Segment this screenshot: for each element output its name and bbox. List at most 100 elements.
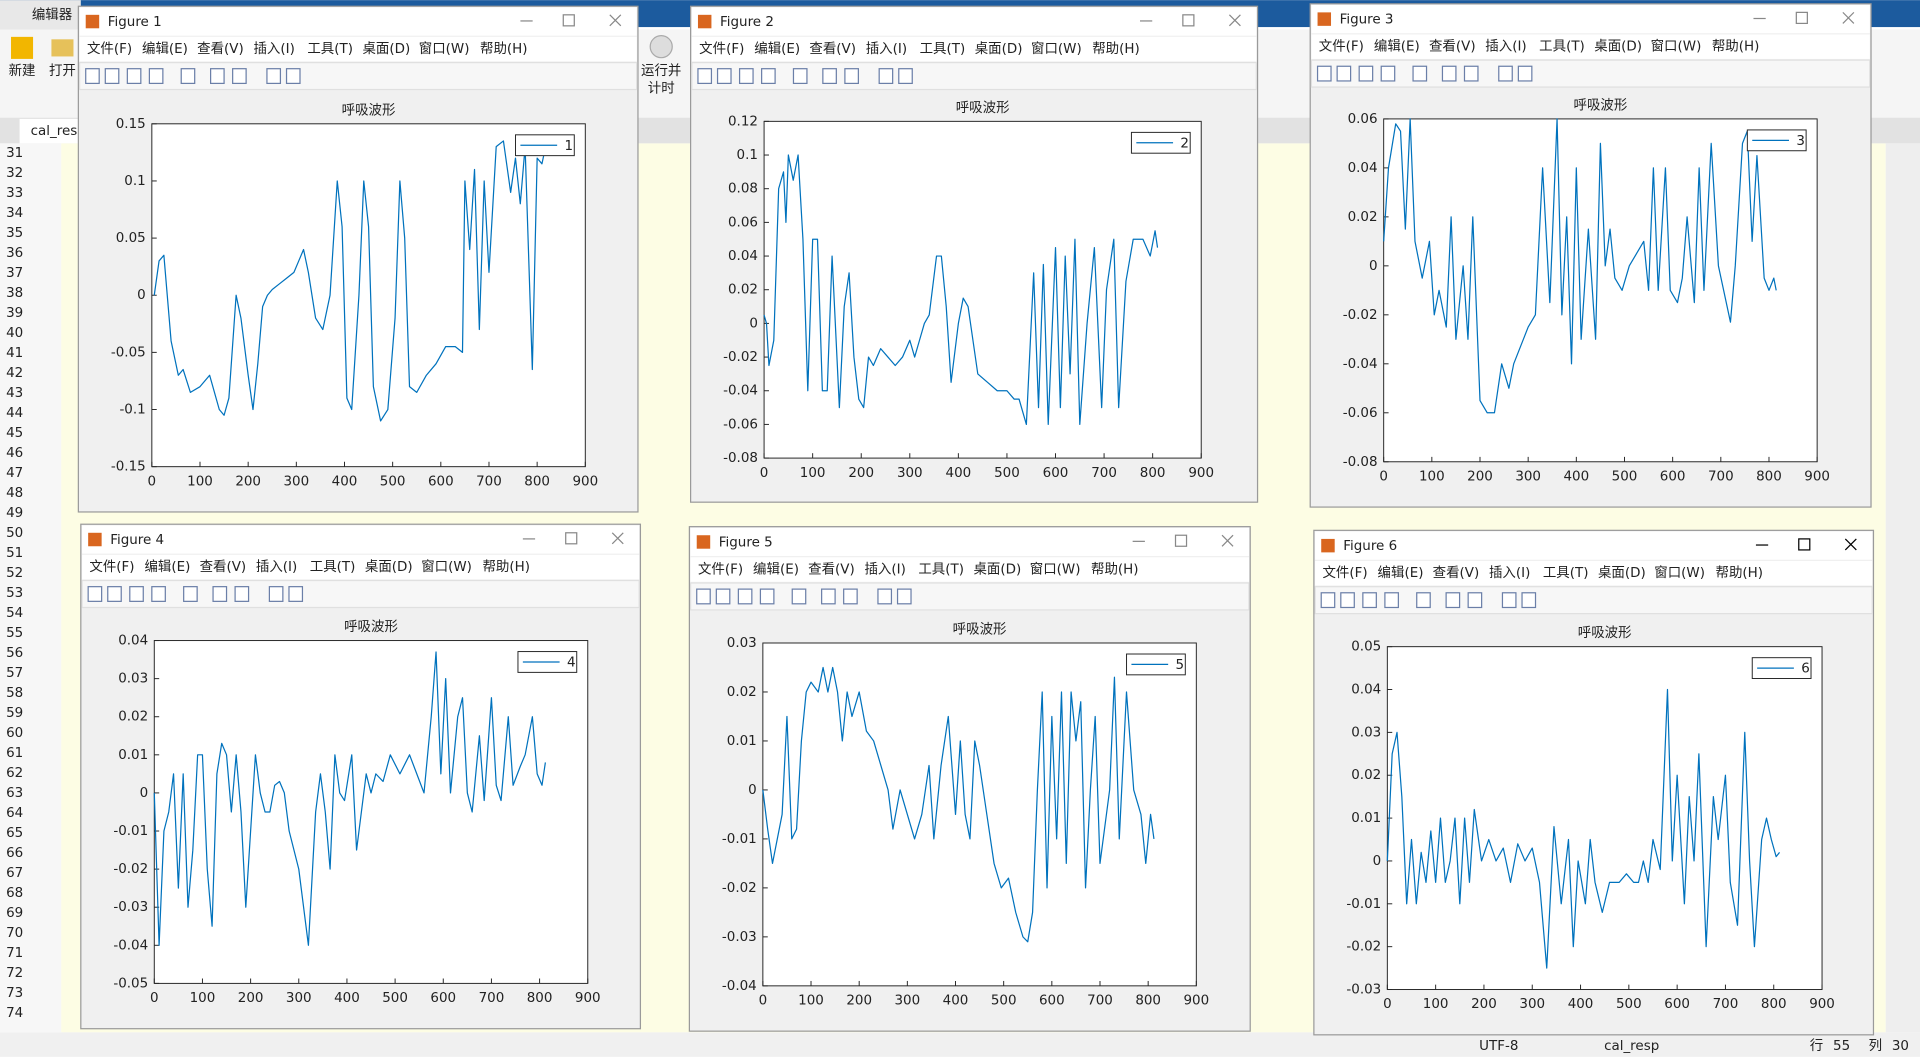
menu-item[interactable]: 工具(T): [920, 42, 966, 57]
tool-button[interactable]: [285, 68, 301, 85]
tool-button[interactable]: [898, 68, 913, 85]
tool-button[interactable]: [1316, 65, 1332, 82]
tool-button[interactable]: [1467, 592, 1483, 609]
menu-item[interactable]: 窗口(W): [1651, 38, 1702, 55]
menu-item[interactable]: 帮助(H): [1092, 41, 1140, 57]
tool-button[interactable]: [843, 588, 858, 605]
menu-item[interactable]: 帮助(H): [1091, 562, 1139, 578]
menu-item[interactable]: 插入(I): [253, 41, 294, 57]
tool-button[interactable]: [737, 588, 753, 605]
tool-button[interactable]: [266, 68, 282, 85]
tool-button[interactable]: [791, 588, 807, 605]
tool-button[interactable]: [85, 68, 100, 85]
tool-button[interactable]: [1441, 65, 1457, 82]
menu-item[interactable]: 编辑(E): [142, 41, 188, 57]
tool-button[interactable]: [126, 68, 142, 85]
menu-item[interactable]: 窗口(W): [419, 40, 470, 57]
menu-item[interactable]: 编辑(E): [144, 559, 190, 575]
close-button[interactable]: [1228, 14, 1241, 27]
tool-button[interactable]: [1384, 592, 1399, 609]
maximize-button[interactable]: [1798, 538, 1811, 551]
tool-button[interactable]: [697, 68, 713, 85]
menu-item[interactable]: 帮助(H): [1712, 39, 1760, 55]
tool-button[interactable]: [761, 68, 776, 85]
tool-button[interactable]: [234, 586, 250, 602]
menu-item[interactable]: 查看(V): [200, 559, 247, 575]
new-icon[interactable]: [11, 36, 34, 59]
menu-item[interactable]: 桌面(D): [1594, 39, 1642, 55]
tool-button[interactable]: [792, 68, 808, 85]
close-button[interactable]: [1221, 534, 1234, 547]
menu-item[interactable]: 插入(I): [256, 559, 297, 575]
tool-button[interactable]: [104, 68, 120, 85]
maximize-button[interactable]: [1174, 534, 1188, 547]
maximize-button[interactable]: [1182, 14, 1195, 27]
tool-button[interactable]: [878, 68, 894, 85]
tool-button[interactable]: [268, 586, 284, 602]
tool-button[interactable]: [1416, 592, 1431, 609]
menu-item[interactable]: 工具(T): [310, 560, 356, 575]
menu-item[interactable]: 插入(I): [1485, 39, 1526, 55]
tool-button[interactable]: [151, 586, 166, 602]
maximize-button[interactable]: [1795, 11, 1808, 25]
tool-button[interactable]: [822, 68, 837, 85]
menu-item[interactable]: 文件(F): [699, 41, 744, 57]
close-button[interactable]: [1844, 538, 1857, 551]
maximize-button[interactable]: [565, 532, 578, 545]
tool-button[interactable]: [1445, 592, 1461, 609]
scrollbar[interactable]: [1885, 143, 1920, 1033]
file-tab[interactable]: [19, 118, 81, 144]
tool-button[interactable]: [148, 68, 164, 85]
menu-item[interactable]: 查看(V): [809, 41, 856, 57]
menu-item[interactable]: 桌面(D): [973, 562, 1021, 578]
menu-item[interactable]: 工具(T): [918, 563, 964, 578]
menu-item[interactable]: 查看(V): [1429, 39, 1476, 55]
tool-button[interactable]: [715, 588, 731, 605]
tool-button[interactable]: [716, 68, 732, 85]
tool-button[interactable]: [1340, 592, 1355, 609]
tool-button[interactable]: [180, 68, 196, 85]
menu-item[interactable]: 插入(I): [866, 41, 907, 57]
menu-item[interactable]: 查看(V): [1433, 565, 1480, 581]
menu-item[interactable]: 桌面(D): [365, 559, 413, 575]
tool-button[interactable]: [1358, 65, 1374, 82]
tool-button[interactable]: [288, 586, 304, 602]
menu-item[interactable]: 窗口(W): [1654, 564, 1705, 581]
tool-button[interactable]: [107, 586, 122, 602]
tool-button[interactable]: [129, 586, 144, 602]
editor-tab[interactable]: [0, 0, 81, 30]
tool-button[interactable]: [1501, 592, 1517, 609]
tool-button[interactable]: [183, 586, 198, 602]
tool-button[interactable]: [1412, 65, 1428, 82]
menu-item[interactable]: 桌面(D): [362, 41, 410, 57]
menu-item[interactable]: 工具(T): [1543, 566, 1589, 581]
tool-button[interactable]: [232, 68, 247, 85]
tool-button[interactable]: [210, 68, 225, 85]
tool-button[interactable]: [896, 588, 912, 605]
menu-item[interactable]: 插入(I): [864, 562, 905, 578]
menu-item[interactable]: 文件(F): [87, 41, 132, 57]
menu-item[interactable]: 编辑(E): [1374, 39, 1420, 55]
close-button[interactable]: [611, 532, 624, 545]
menu-item[interactable]: 编辑(E): [754, 41, 800, 57]
menu-item[interactable]: 帮助(H): [1716, 565, 1764, 581]
menu-item[interactable]: 文件(F): [1322, 565, 1367, 581]
tool-button[interactable]: [1463, 65, 1479, 82]
tool-button[interactable]: [87, 586, 103, 602]
menu-item[interactable]: 桌面(D): [975, 41, 1023, 57]
tool-button[interactable]: [1498, 65, 1513, 82]
tool-button[interactable]: [738, 68, 754, 85]
menu-item[interactable]: 帮助(H): [482, 559, 530, 575]
tool-button[interactable]: [1380, 65, 1396, 82]
open-icon[interactable]: [51, 39, 74, 57]
tool-button[interactable]: [821, 588, 836, 605]
close-button[interactable]: [609, 14, 622, 27]
menu-item[interactable]: 帮助(H): [480, 41, 528, 57]
menu-item[interactable]: 窗口(W): [1030, 561, 1081, 578]
tool-button[interactable]: [1336, 65, 1352, 82]
menu-item[interactable]: 工具(T): [307, 42, 353, 57]
menu-item[interactable]: 窗口(W): [1031, 40, 1082, 57]
tool-button[interactable]: [1521, 592, 1537, 609]
tool-button[interactable]: [759, 588, 775, 605]
close-button[interactable]: [1842, 11, 1855, 24]
